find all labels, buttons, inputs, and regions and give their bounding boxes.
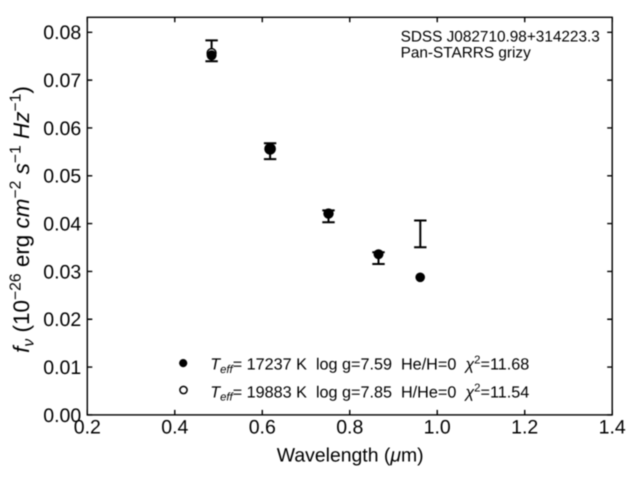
svg-text:0.07: 0.07 xyxy=(43,70,81,92)
svg-text:Wavelength (μm): Wavelength (μm) xyxy=(277,444,424,466)
svg-text:0.6: 0.6 xyxy=(249,416,276,438)
svg-text:0.08: 0.08 xyxy=(43,22,81,44)
svg-text:0.04: 0.04 xyxy=(43,214,81,236)
svg-text:1.0: 1.0 xyxy=(424,416,451,438)
svg-text:1.4: 1.4 xyxy=(599,416,626,438)
svg-text:0.01: 0.01 xyxy=(43,357,81,379)
svg-text:0.00: 0.00 xyxy=(43,405,81,427)
svg-text:0.05: 0.05 xyxy=(43,166,81,188)
svg-text:0.02: 0.02 xyxy=(43,309,81,331)
svg-text:0.8: 0.8 xyxy=(336,416,363,438)
svg-text:0.06: 0.06 xyxy=(43,118,81,140)
svg-text:0.03: 0.03 xyxy=(43,261,81,283)
svg-text:fν (10−26 erg cm−2 s−1 Hz−1): fν (10−26 erg cm−2 s−1 Hz−1) xyxy=(8,86,38,353)
svg-text:0.2: 0.2 xyxy=(74,416,101,438)
svg-text:SDSS J082710.98+314223.3: SDSS J082710.98+314223.3 xyxy=(401,29,600,46)
svg-text:1.2: 1.2 xyxy=(511,416,538,438)
svg-text:Teff= 17237 K log g=7.59 He/: Teff= 17237 K log g=7.59 He/H=0 χ2=11.68 xyxy=(210,355,529,376)
svg-text:0.4: 0.4 xyxy=(161,416,188,438)
svg-text:Pan-STARRS grizy: Pan-STARRS grizy xyxy=(401,44,531,61)
svg-text:Teff= 19883 K log g=7.85 H/H: Teff= 19883 K log g=7.85 H/He=0 χ2=11.54 xyxy=(210,382,529,403)
